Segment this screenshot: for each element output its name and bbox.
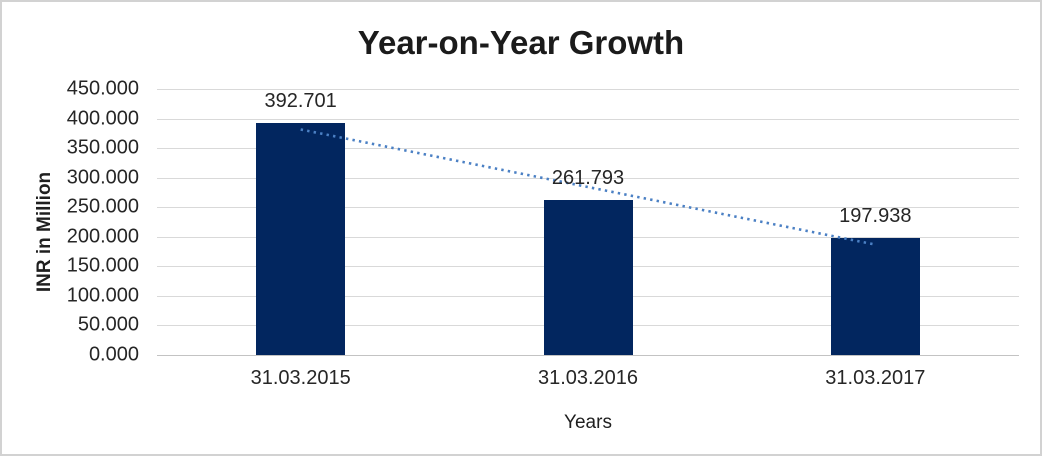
gridline <box>157 119 1019 120</box>
y-tick-label: 350.000 <box>66 136 139 159</box>
y-tick-label: 100.000 <box>66 284 139 307</box>
y-tick-label: 300.000 <box>66 166 139 189</box>
y-tick-label: 400.000 <box>66 107 139 130</box>
x-tick-label: 31.03.2015 <box>250 367 351 389</box>
y-tick-label: 0.000 <box>88 343 139 366</box>
trendline-layer <box>300 128 876 246</box>
bar-value-label: 197.938 <box>839 204 912 227</box>
trendline <box>300 128 876 246</box>
y-tick-label: 250.000 <box>66 195 139 218</box>
y-tick-label: 450.000 <box>66 77 139 100</box>
bar <box>256 122 346 355</box>
bar-value-label: 392.701 <box>264 89 337 112</box>
y-tick-label: 50.000 <box>77 313 139 336</box>
x-axis-title: Years <box>564 412 612 433</box>
chart-title: Year-on-Year Growth <box>357 24 685 61</box>
y-tick-label: 150.000 <box>66 254 139 277</box>
gridline <box>157 355 1019 356</box>
gridline <box>157 89 1019 90</box>
plot-area: 392.701 261.793 197.938 <box>157 89 1019 356</box>
x-tick-label: 31.03.2016 <box>537 367 639 389</box>
gridline <box>157 178 1019 179</box>
x-tick-label: 31.03.2017 <box>825 367 926 389</box>
bar <box>830 237 920 355</box>
bar-value-label: 261.793 <box>551 167 625 190</box>
y-axis-title: INR in Million <box>34 171 55 293</box>
bar <box>543 200 633 355</box>
gridline <box>157 148 1019 149</box>
y-tick-label: 200.000 <box>66 225 139 248</box>
